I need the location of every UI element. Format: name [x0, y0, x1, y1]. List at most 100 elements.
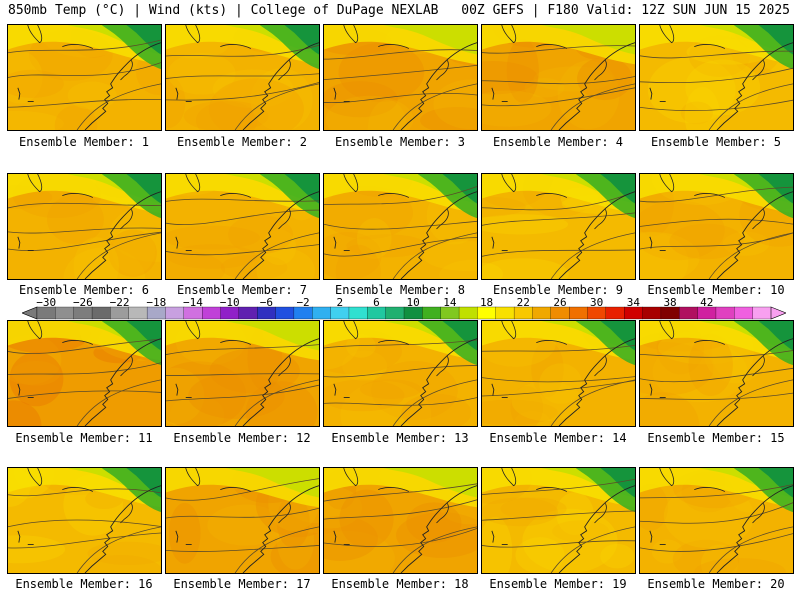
map-panel-member-15 — [639, 320, 794, 427]
temperature-field-map — [482, 468, 635, 573]
colorbar-tick-label: −30 — [36, 296, 57, 309]
colorbar-tick-label: 42 — [700, 296, 714, 309]
temperature-colorbar — [22, 306, 786, 320]
temperature-field-map — [8, 468, 161, 573]
colorbar-tick-label: −22 — [109, 296, 130, 309]
colorbar-tick-label: 10 — [406, 296, 420, 309]
member-caption: Ensemble Member: 5 — [650, 135, 782, 149]
colorbar-bin — [238, 306, 258, 320]
colorbar-tick-label: −2 — [296, 296, 310, 309]
temperature-field-map — [640, 174, 793, 279]
temperature-field-map — [166, 174, 319, 279]
member-caption: Ensemble Member: 9 — [492, 283, 624, 297]
map-panel-member-13 — [323, 320, 478, 427]
temperature-field-map — [640, 321, 793, 426]
member-caption: Ensemble Member: 12 — [173, 431, 311, 445]
member-caption: Ensemble Member: 11 — [15, 431, 153, 445]
colorbar-tick-label: −14 — [183, 296, 203, 309]
colorbar-bin — [642, 306, 662, 320]
colorbar-bin — [422, 306, 442, 320]
map-panel-member-9 — [481, 173, 636, 280]
colorbar-min-arrow — [22, 306, 38, 320]
member-caption: Ensemble Member: 16 — [15, 577, 153, 591]
member-caption: Ensemble Member: 10 — [647, 283, 785, 297]
colorbar-bin — [569, 306, 588, 320]
map-panel-member-16 — [7, 467, 162, 574]
colorbar-bin — [605, 306, 625, 320]
temperature-field-map — [166, 25, 319, 130]
temperature-field-map — [8, 321, 161, 426]
temperature-field-map — [482, 174, 635, 279]
member-caption: Ensemble Member: 20 — [647, 577, 785, 591]
colorbar-bin — [348, 306, 368, 320]
member-caption: Ensemble Member: 3 — [334, 135, 466, 149]
colorbar-tick-label: 38 — [663, 296, 677, 309]
temperature-field-map — [640, 25, 793, 130]
colorbar-bin — [128, 306, 148, 320]
colorbar-tick-label: −18 — [146, 296, 167, 309]
map-panel-member-6 — [7, 173, 162, 280]
map-panel-member-14 — [481, 320, 636, 427]
map-panel-member-2 — [165, 24, 320, 131]
member-caption: Ensemble Member: 4 — [492, 135, 624, 149]
colorbar-tick-label: 22 — [516, 296, 530, 309]
map-panel-member-8 — [323, 173, 478, 280]
temperature-field-map — [482, 321, 635, 426]
colorbar-tick-label: −26 — [72, 296, 93, 309]
temperature-field-map — [8, 174, 161, 279]
map-panel-member-7 — [165, 173, 320, 280]
map-panel-member-18 — [323, 467, 478, 574]
map-panel-member-12 — [165, 320, 320, 427]
colorbar-bin — [495, 306, 515, 320]
colorbar-tick-label: −6 — [259, 296, 273, 309]
member-caption: Ensemble Member: 14 — [489, 431, 627, 445]
map-panel-member-11 — [7, 320, 162, 427]
map-panel-member-20 — [639, 467, 794, 574]
colorbar-bin — [715, 306, 735, 320]
map-panel-member-10 — [639, 173, 794, 280]
map-panel-member-4 — [481, 24, 636, 131]
colorbar-tick-label: 2 — [336, 296, 344, 309]
member-caption: Ensemble Member: 15 — [647, 431, 785, 445]
colorbar-bin — [532, 306, 552, 320]
temperature-field-map — [166, 468, 319, 573]
colorbar-bin — [275, 306, 295, 320]
colorbar-bin — [385, 306, 405, 320]
map-panel-member-3 — [323, 24, 478, 131]
map-panel-member-19 — [481, 467, 636, 574]
colorbar-bin — [458, 306, 478, 320]
colorbar-tick-label: 26 — [553, 296, 567, 309]
temperature-field-map — [482, 25, 635, 130]
member-caption: Ensemble Member: 19 — [489, 577, 627, 591]
member-caption: Ensemble Member: 1 — [18, 135, 150, 149]
chart-title: 850mb Temp (°C) | Wind (kts) | College o… — [8, 3, 439, 18]
temperature-field-map — [166, 321, 319, 426]
member-caption: Ensemble Member: 18 — [331, 577, 469, 591]
model-run-info: 00Z GEFS | F180 Valid: 12Z SUN JUN 15 20… — [461, 3, 790, 18]
member-caption: Ensemble Member: 7 — [176, 283, 308, 297]
colorbar-bin — [55, 306, 75, 320]
colorbar-tick-label: −10 — [219, 296, 240, 309]
colorbar-max-arrow — [770, 306, 786, 320]
colorbar-bin — [734, 306, 754, 320]
temperature-field-map — [640, 468, 793, 573]
member-caption: Ensemble Member: 8 — [334, 283, 466, 297]
colorbar-tick-label: 6 — [373, 296, 380, 309]
map-panel-member-17 — [165, 467, 320, 574]
colorbar-bin — [679, 306, 699, 320]
temperature-field-map — [324, 25, 477, 130]
colorbar-tick-label: 14 — [443, 296, 457, 309]
colorbar-bin — [312, 306, 332, 320]
colorbar-tick-label: 34 — [626, 296, 640, 309]
colorbar-bin — [91, 306, 111, 320]
member-caption: Ensemble Member: 17 — [173, 577, 311, 591]
colorbar-tick-label: 18 — [479, 296, 494, 309]
temperature-field-map — [8, 25, 161, 130]
colorbar-bin — [165, 306, 185, 320]
colorbar-tick-label: 30 — [590, 296, 604, 309]
member-caption: Ensemble Member: 2 — [176, 135, 308, 149]
colorbar-bin — [201, 306, 221, 320]
map-panel-member-1 — [7, 24, 162, 131]
temperature-field-map — [324, 468, 477, 573]
map-panel-member-5 — [639, 24, 794, 131]
